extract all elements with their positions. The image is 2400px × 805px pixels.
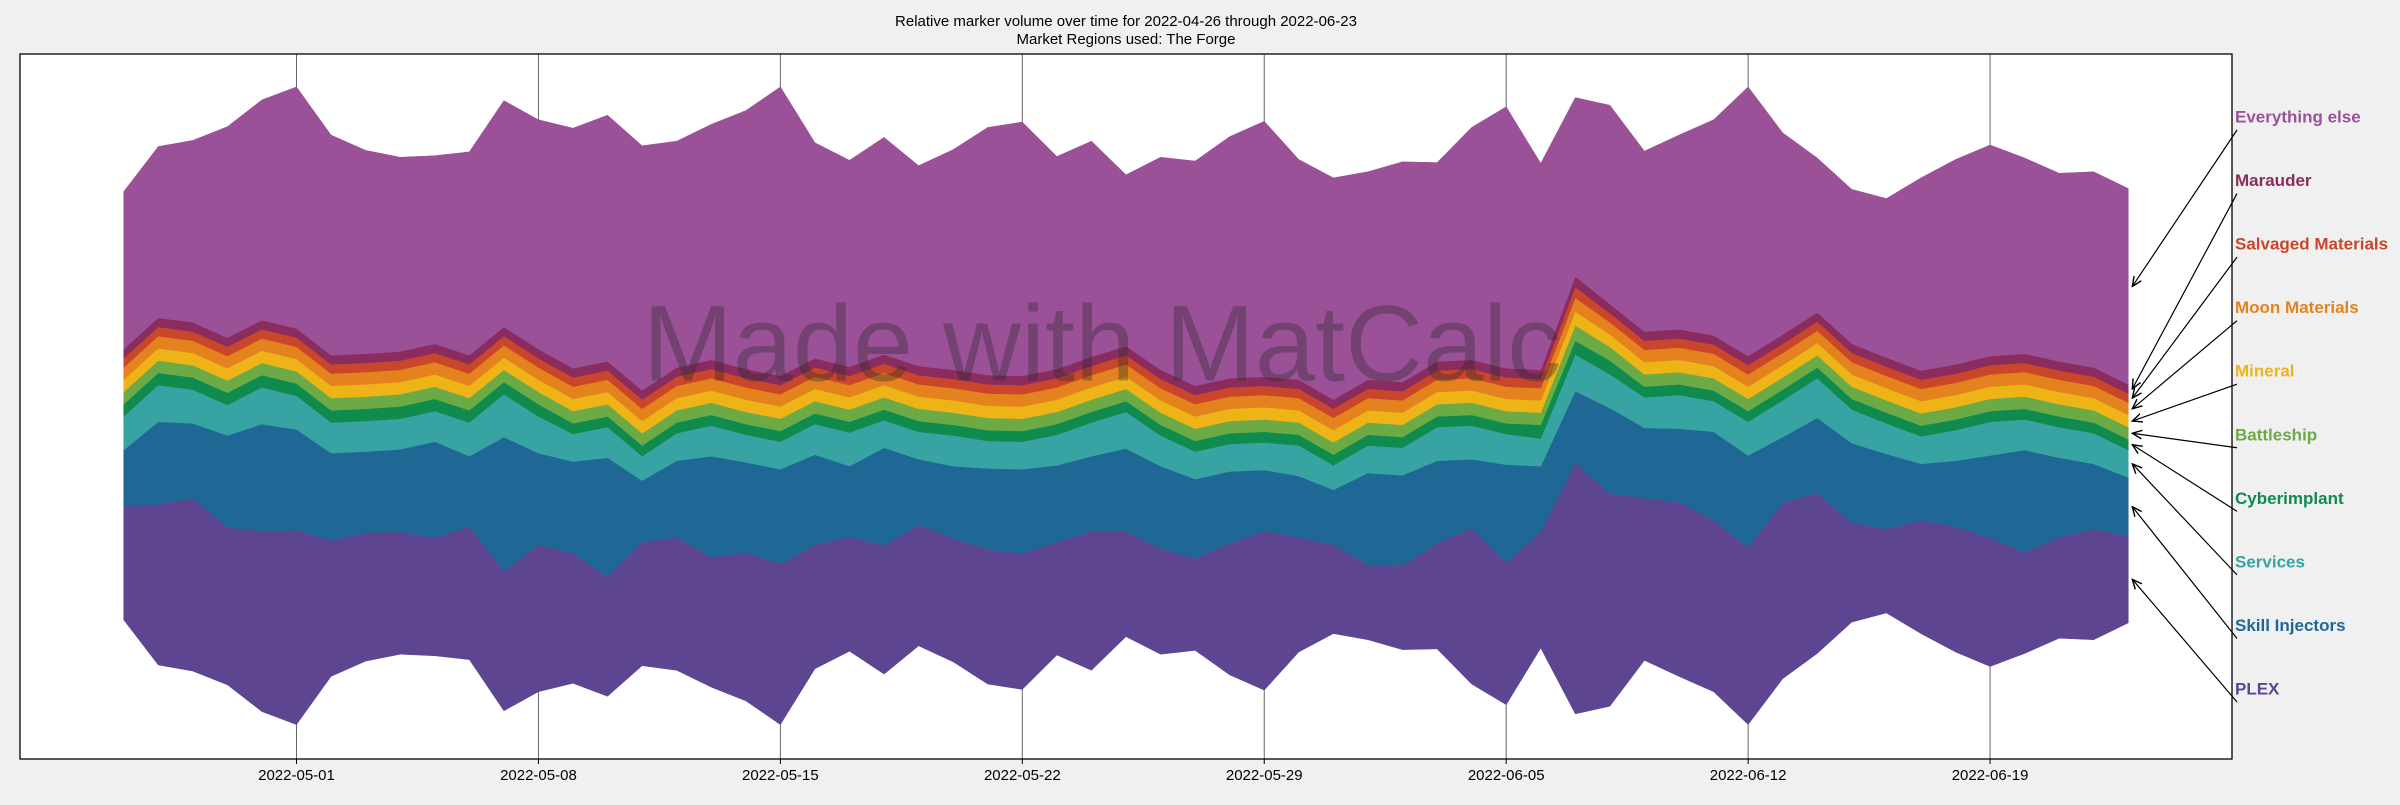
legend-label: PLEX bbox=[2235, 679, 2280, 698]
x-tick-label: 2022-05-08 bbox=[500, 767, 577, 784]
legend-label: Battleship bbox=[2235, 425, 2317, 444]
legend-label: Salvaged Materials bbox=[2235, 235, 2388, 254]
legend-label: Mineral bbox=[2235, 362, 2295, 381]
legend-arrow bbox=[2132, 579, 2238, 703]
legend-arrow bbox=[2132, 193, 2238, 389]
x-tick-label: 2022-06-19 bbox=[1952, 767, 2029, 784]
plot-frame bbox=[19, 53, 2233, 760]
legend-label: Moon Materials bbox=[2235, 298, 2359, 317]
x-tick-label: 2022-05-29 bbox=[1226, 767, 1303, 784]
x-tick-label: 2022-06-05 bbox=[1468, 767, 1545, 784]
x-tick-label: 2022-05-01 bbox=[258, 767, 335, 784]
chart-subtitle: Market Regions used: The Forge bbox=[1016, 31, 1235, 48]
x-tick-label: 2022-05-15 bbox=[742, 767, 819, 784]
legend-label: Marauder bbox=[2235, 171, 2312, 190]
legend-arrow bbox=[2132, 507, 2238, 639]
legend-label: Skill Injectors bbox=[2235, 616, 2346, 635]
x-tick-label: 2022-05-22 bbox=[984, 767, 1061, 784]
watermark: Made with MatCalc bbox=[643, 283, 1561, 404]
stream-layer bbox=[123, 86, 2129, 400]
legend-arrow bbox=[2132, 129, 2238, 286]
legend-arrow bbox=[2132, 320, 2238, 409]
x-tick-label: 2022-06-12 bbox=[1710, 767, 1787, 784]
legend-label: Cyberimplant bbox=[2235, 489, 2344, 508]
legend-arrow bbox=[2132, 383, 2238, 421]
legend-arrow bbox=[2132, 464, 2238, 576]
legend-label: Everything else bbox=[2235, 107, 2361, 126]
legend-arrow bbox=[2132, 433, 2238, 449]
legend-arrow bbox=[2132, 445, 2238, 512]
chart-title: Relative marker volume over time for 202… bbox=[895, 13, 1357, 30]
legend-label: Services bbox=[2235, 552, 2305, 571]
legend-arrow bbox=[2132, 256, 2238, 398]
